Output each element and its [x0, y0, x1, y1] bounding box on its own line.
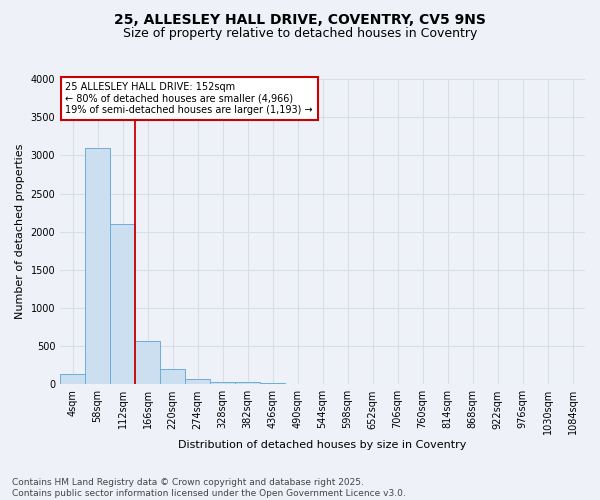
Bar [60, 374, 85, 384]
Bar [85, 148, 110, 384]
Bar [235, 382, 260, 384]
Bar [160, 370, 185, 384]
Text: 25 ALLESLEY HALL DRIVE: 152sqm
← 80% of detached houses are smaller (4,966)
19% : 25 ALLESLEY HALL DRIVE: 152sqm ← 80% of … [65, 82, 313, 116]
X-axis label: Distribution of detached houses by size in Coventry: Distribution of detached houses by size … [178, 440, 467, 450]
Text: 25, ALLESLEY HALL DRIVE, COVENTRY, CV5 9NS: 25, ALLESLEY HALL DRIVE, COVENTRY, CV5 9… [114, 12, 486, 26]
Bar [260, 383, 285, 384]
Bar [185, 380, 210, 384]
Bar [110, 224, 135, 384]
Y-axis label: Number of detached properties: Number of detached properties [15, 144, 25, 320]
Bar [135, 341, 160, 384]
Text: Size of property relative to detached houses in Coventry: Size of property relative to detached ho… [123, 28, 477, 40]
Text: Contains HM Land Registry data © Crown copyright and database right 2025.
Contai: Contains HM Land Registry data © Crown c… [12, 478, 406, 498]
Bar [210, 382, 235, 384]
